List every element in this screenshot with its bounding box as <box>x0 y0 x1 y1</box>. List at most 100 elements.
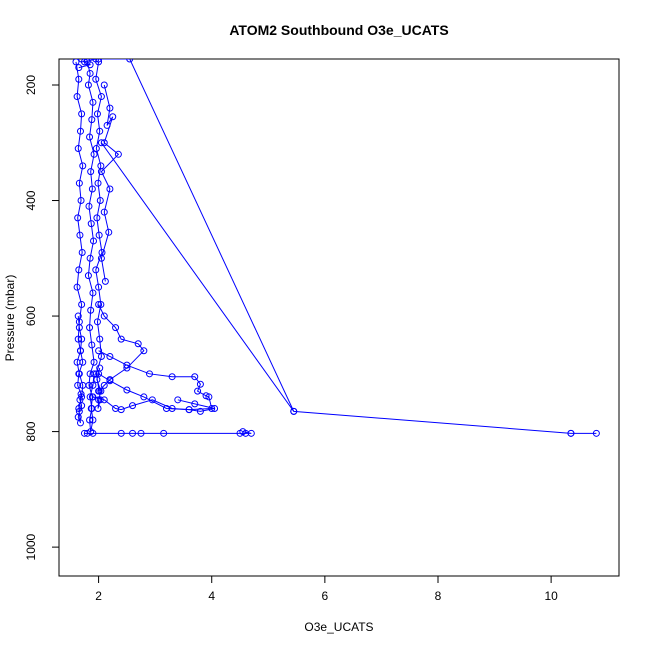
data-point <box>95 387 103 395</box>
data-point <box>89 98 97 106</box>
data-point <box>129 429 137 437</box>
data-point <box>92 266 100 274</box>
data-point <box>86 324 94 332</box>
data-point <box>100 139 108 147</box>
data-point <box>78 249 86 257</box>
x-tick-label: 2 <box>95 589 102 603</box>
data-point <box>75 370 83 378</box>
y-tick-label: 200 <box>24 75 38 95</box>
data-point <box>75 324 83 332</box>
y-tick-label: 800 <box>24 421 38 441</box>
x-tick-label: 10 <box>544 589 558 603</box>
data-point <box>75 64 83 72</box>
data-point <box>88 116 96 124</box>
data-point <box>84 272 92 280</box>
data-point <box>75 266 83 274</box>
data-point <box>80 429 88 437</box>
data-point <box>74 413 82 421</box>
data-point <box>86 69 94 77</box>
data-point <box>148 396 156 404</box>
data-point <box>95 370 103 378</box>
data-point <box>174 396 182 404</box>
data-point <box>86 61 94 69</box>
data-point <box>96 335 104 343</box>
data-point <box>74 381 82 389</box>
data-point <box>93 110 101 118</box>
data-point <box>76 419 84 427</box>
data-point <box>86 254 94 262</box>
data-point <box>75 179 83 187</box>
data-point <box>75 75 83 83</box>
data-point <box>95 347 103 355</box>
data-point <box>247 429 255 437</box>
data-point <box>97 352 105 360</box>
x-axis: 2 4 6 8 10 <box>95 576 558 603</box>
data-point <box>140 347 148 355</box>
data-point <box>160 429 168 437</box>
data-point <box>106 104 114 112</box>
data-point <box>93 214 101 222</box>
data-point <box>191 400 199 408</box>
data-point <box>74 145 82 153</box>
data-point <box>76 231 84 239</box>
data-point <box>123 386 131 394</box>
data-point <box>134 340 142 348</box>
data-point <box>140 393 148 401</box>
data-point <box>117 429 125 437</box>
data-point <box>114 150 122 158</box>
data-point <box>88 341 96 349</box>
data-point <box>90 237 98 245</box>
data-point <box>87 428 95 436</box>
data-point <box>87 306 95 314</box>
data-point <box>205 393 213 401</box>
data-point <box>100 312 108 320</box>
data-point <box>73 93 81 101</box>
data-point <box>185 406 193 414</box>
data-point <box>100 381 108 389</box>
data-point <box>74 312 82 320</box>
y-tick-label: 1000 <box>24 533 38 560</box>
data-point <box>89 393 97 401</box>
data-point <box>126 59 134 63</box>
data-point <box>89 429 97 437</box>
data-point <box>106 377 114 385</box>
data-point <box>75 404 83 412</box>
data-point <box>89 381 97 389</box>
data-point <box>95 59 103 63</box>
data-point <box>89 416 97 424</box>
data-point <box>106 352 114 360</box>
data-point <box>168 404 176 412</box>
data-point <box>100 208 108 216</box>
series-line-9 <box>98 59 295 412</box>
data-point <box>94 179 102 187</box>
data-point <box>86 416 94 424</box>
data-point <box>239 428 247 436</box>
data-point <box>137 429 145 437</box>
data-point <box>87 168 95 176</box>
series-line-10 <box>78 59 96 69</box>
data-point <box>103 121 111 129</box>
data-point <box>97 139 105 147</box>
data-point <box>92 59 100 63</box>
x-tick-label: 8 <box>435 589 442 603</box>
y-axis: 200 400 600 800 1000 <box>24 75 59 560</box>
data-point <box>95 283 103 291</box>
data-point <box>90 370 98 378</box>
data-point <box>191 373 199 381</box>
data-point <box>567 429 575 437</box>
x-tick-label: 6 <box>322 589 329 603</box>
data-point <box>88 185 96 193</box>
data-point <box>96 197 104 205</box>
data-point <box>106 185 114 193</box>
plot-frame <box>58 58 620 577</box>
data-point <box>196 407 204 415</box>
data-point <box>76 347 84 355</box>
data-point <box>97 254 105 262</box>
data-point <box>72 59 80 66</box>
data-point <box>123 361 131 369</box>
data-point <box>92 145 100 153</box>
plot-area <box>72 59 600 437</box>
data-point <box>94 404 102 412</box>
data-point <box>80 59 88 66</box>
